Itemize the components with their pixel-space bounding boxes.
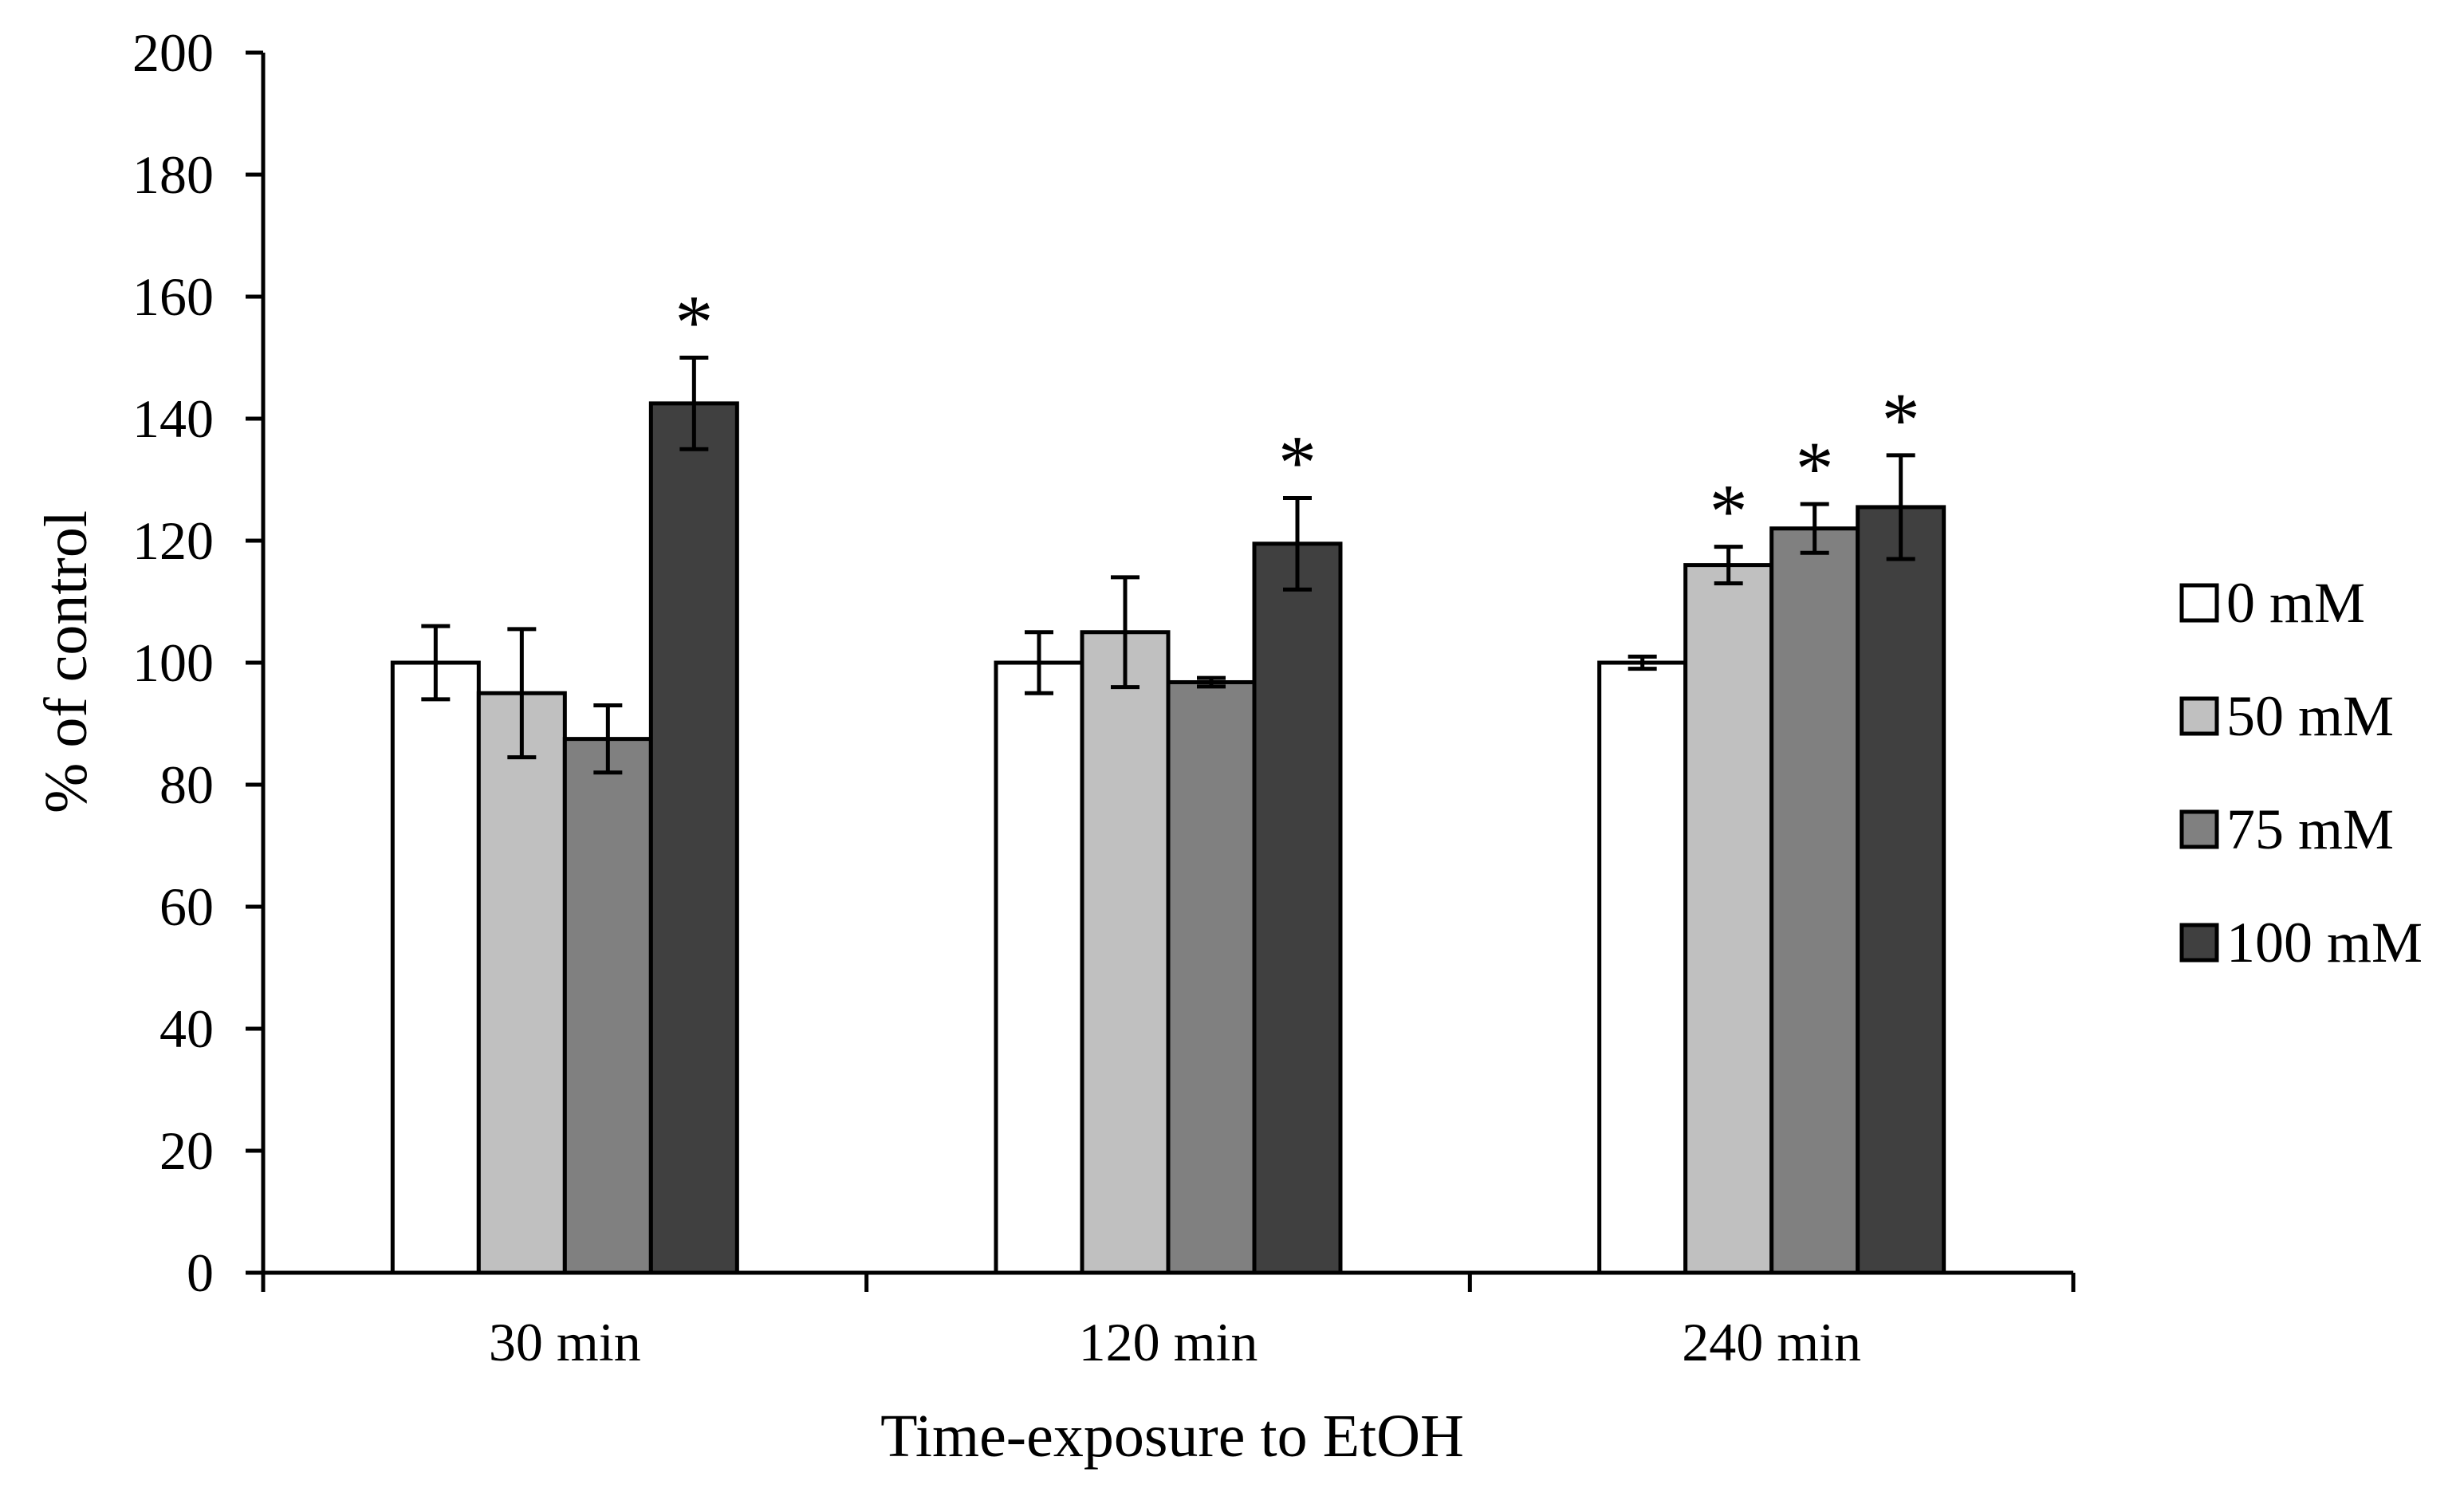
y-tick-label: 100 [132,632,214,693]
bar [390,660,481,1275]
significance-marker: * [1278,419,1317,505]
bar [1080,630,1171,1275]
significance-marker: * [675,280,713,365]
bar [1769,526,1860,1275]
y-tick-label: 200 [132,22,214,83]
bar [648,401,739,1275]
y-tick-label: 20 [159,1120,214,1181]
y-tick-label: 60 [159,876,214,937]
legend-label: 100 mM [2226,911,2423,974]
y-tick-label: 160 [132,266,214,327]
y-tick-label: 0 [187,1242,214,1303]
legend-swatch [2179,809,2219,849]
legend-label: 0 mM [2226,571,2365,635]
significance-marker: * [1796,426,1834,511]
bar [1166,679,1257,1275]
bar [1252,541,1343,1275]
legend-swatch [2179,923,2219,963]
legend: 0 mM 50 mM 75 mM 100 mM [2179,571,2423,974]
bar [994,660,1084,1275]
bar [1597,660,1688,1275]
legend-label: 50 mM [2226,684,2394,748]
y-axis-title: % of control [33,510,100,813]
legend-swatch [2179,583,2219,623]
x-tick-label: 30 min [489,1312,641,1372]
significance-marker: * [1710,469,1748,554]
x-axis-title: Time-exposure to EtOH [880,1403,1464,1470]
significance-marker: * [1882,377,1920,463]
y-axis: 0 20 40 60 80 100 120 140 160 180 200 [132,22,266,1303]
bar [1856,505,1946,1275]
y-tick-label: 40 [159,998,214,1059]
bar [476,691,567,1275]
y-tick-label: 180 [132,144,214,205]
bar [1683,563,1774,1275]
y-tick-label: 120 [132,510,214,571]
bars: * * * * * [390,280,1946,1275]
x-tick-label: 120 min [1079,1312,1258,1372]
y-tick-label: 80 [159,754,214,815]
x-tick-label: 240 min [1682,1312,1861,1372]
x-axis: 30 min 120 min 240 min [261,1270,2076,1372]
bar [562,737,653,1275]
y-tick-label: 140 [132,388,214,449]
legend-swatch [2179,696,2219,736]
legend-label: 75 mM [2226,797,2394,861]
